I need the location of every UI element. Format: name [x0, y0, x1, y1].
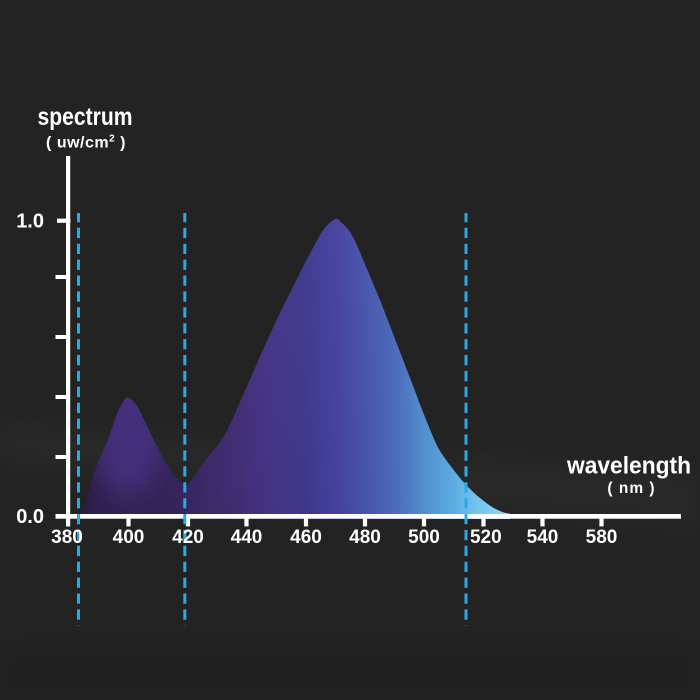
svg-text:580: 580	[586, 527, 618, 548]
svg-text:( uw/cm2 ): ( uw/cm2 )	[46, 134, 126, 152]
svg-text:540: 540	[527, 527, 559, 548]
svg-text:( nm ): ( nm )	[607, 480, 655, 497]
svg-text:440: 440	[231, 527, 263, 548]
svg-text:420: 420	[172, 527, 204, 548]
svg-text:spectrum: spectrum	[38, 103, 133, 131]
svg-text:380: 380	[51, 527, 83, 548]
svg-text:1.0: 1.0	[16, 211, 44, 233]
svg-text:520: 520	[470, 527, 502, 548]
svg-text:460: 460	[290, 527, 322, 548]
svg-text:400: 400	[113, 527, 145, 548]
svg-text:480: 480	[349, 527, 381, 548]
svg-text:wavelength: wavelength	[566, 453, 691, 480]
svg-text:0.0: 0.0	[16, 506, 44, 528]
svg-text:500: 500	[408, 527, 440, 548]
